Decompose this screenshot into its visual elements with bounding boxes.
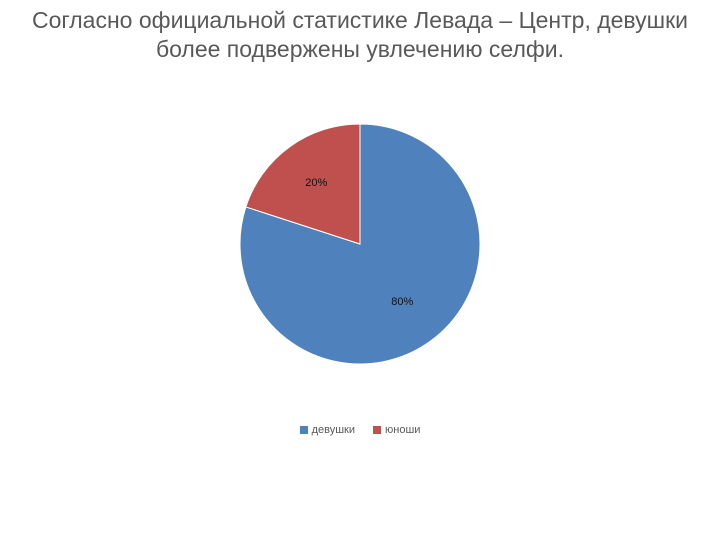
legend-item-boys: юноши xyxy=(373,424,420,436)
pie-svg xyxy=(210,94,510,394)
legend-item-girls: девушки xyxy=(300,424,355,436)
pie-chart: 80% 20% xyxy=(210,94,510,394)
page-title: Согласно официальной статистике Левада –… xyxy=(0,0,720,64)
legend-swatch-girls xyxy=(300,426,308,434)
chart-container: 80% 20% девушки юноши xyxy=(0,64,720,436)
legend-label-girls: девушки xyxy=(312,424,355,436)
slice-label-boys: 20% xyxy=(305,177,327,189)
legend: девушки юноши xyxy=(300,424,421,436)
slice-label-girls: 80% xyxy=(391,296,413,308)
legend-swatch-boys xyxy=(373,426,381,434)
legend-label-boys: юноши xyxy=(385,424,420,436)
